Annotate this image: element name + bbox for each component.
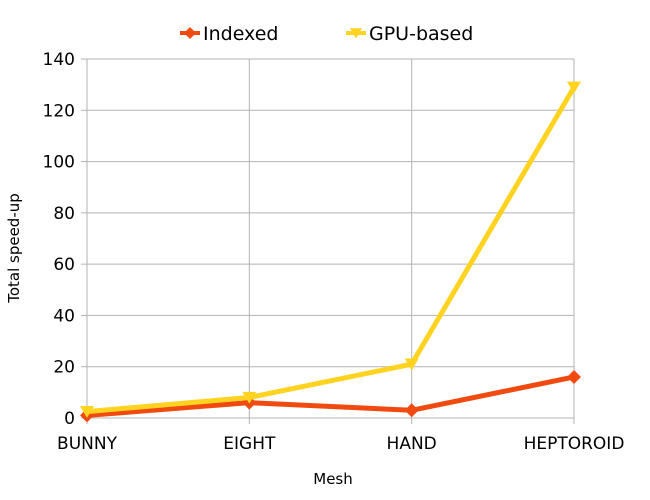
series-gpu-based <box>80 81 581 418</box>
y-tick-label: 20 <box>53 358 75 378</box>
legend-label: Indexed <box>203 23 278 45</box>
legend: Indexed GPU-based <box>180 23 473 45</box>
y-tick-label: 120 <box>43 101 75 121</box>
y-tick-label: 60 <box>53 255 75 275</box>
data-point-marker <box>567 369 581 384</box>
y-tick-label: 80 <box>53 204 75 224</box>
grid-lines <box>87 58 575 418</box>
x-tick-label: HAND <box>387 434 437 454</box>
y-tick-label: 0 <box>64 409 75 429</box>
axes <box>81 58 575 424</box>
data-point-marker <box>404 358 419 371</box>
series-line <box>86 374 575 418</box>
x-tick-label: HEPTOROID <box>524 434 625 454</box>
data-point-marker <box>242 391 257 404</box>
series-lines <box>80 81 581 423</box>
legend-label: GPU-based <box>369 23 473 45</box>
series-line <box>86 85 577 415</box>
y-tick-label: 140 <box>43 50 75 70</box>
legend-swatch-marker <box>350 28 362 39</box>
y-tick-label: 100 <box>43 153 75 173</box>
x-axis-title: Mesh <box>313 470 353 488</box>
data-point-marker <box>567 81 581 94</box>
tick-labels: 0 20 40 60 80 100 120 140 BUNNY EIGHT HAND HEPTOROI… <box>43 50 625 454</box>
y-tick-label: 40 <box>53 306 75 326</box>
legend-item: Indexed <box>180 23 278 45</box>
legend-item: GPU-based <box>346 23 473 45</box>
data-point-marker <box>80 405 94 418</box>
data-point-marker <box>404 403 419 418</box>
series-indexed <box>80 369 581 423</box>
x-tick-label: BUNNY <box>57 434 118 454</box>
y-axis-title: Total speed-up <box>5 193 23 304</box>
x-tick-label: EIGHT <box>223 434 276 454</box>
legend-swatch-marker <box>184 27 196 39</box>
